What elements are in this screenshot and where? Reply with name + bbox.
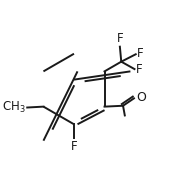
Text: F: F [137,47,144,60]
Text: O: O [136,91,146,104]
Text: F: F [116,32,123,44]
Text: F: F [71,140,77,153]
Text: CH$_3$: CH$_3$ [2,100,26,115]
Text: F: F [136,63,143,76]
